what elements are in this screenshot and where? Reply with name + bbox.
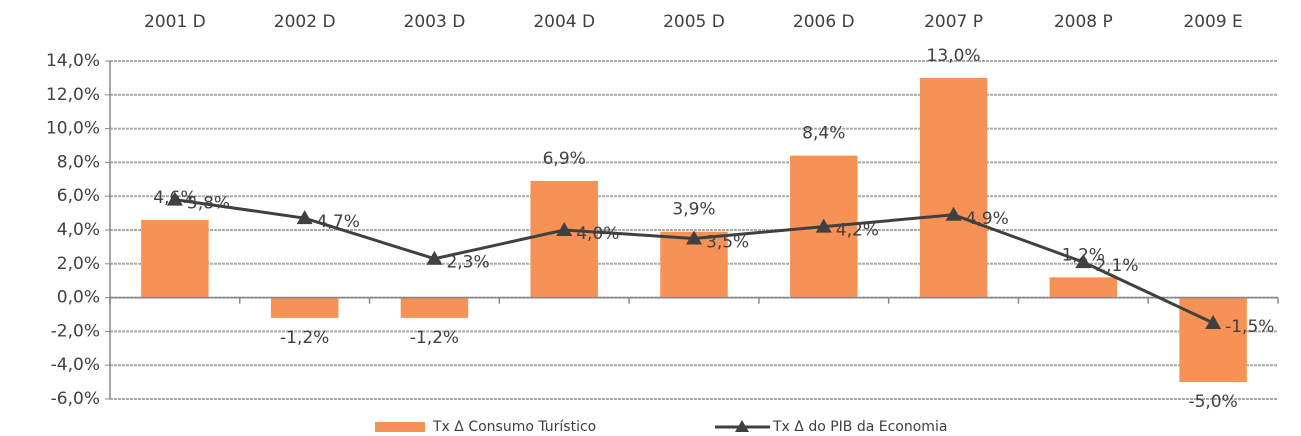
x-tick-label: 2007 P: [924, 12, 983, 32]
y-tick-label: 14,0%: [46, 51, 100, 71]
x-tick-label: 2009 E: [1183, 12, 1242, 32]
bar: [270, 297, 339, 318]
legend-label: Tx Δ do PIB da Economia: [772, 419, 947, 435]
line-value-label: 2,1%: [1095, 256, 1138, 276]
bar-value-label: 6,9%: [543, 149, 586, 169]
line-value-label: 4,7%: [317, 212, 360, 232]
marker: [945, 206, 962, 221]
bar: [530, 180, 598, 298]
marker: [426, 250, 443, 265]
marker: [556, 222, 573, 236]
bar-value-label: -5,0%: [1188, 392, 1237, 412]
line-value-label: 3,5%: [706, 232, 749, 252]
marker: [1205, 314, 1222, 329]
line-value-label: 4,2%: [836, 221, 879, 241]
legend-marker: [735, 420, 749, 432]
marker: [296, 210, 313, 225]
x-tick-label: 2002 D: [274, 12, 336, 32]
line-value-label: 4,9%: [966, 209, 1009, 229]
bar: [919, 77, 988, 298]
y-tick-label: 10,0%: [46, 119, 100, 139]
x-tick-label: 2003 D: [404, 12, 466, 32]
x-tick-label: 2001 D: [144, 12, 206, 32]
bar-value-label: 3,9%: [672, 200, 715, 220]
legend-swatch: [375, 422, 425, 432]
bar-value-label: 8,4%: [802, 124, 845, 144]
y-tick-label: 4,0%: [57, 220, 100, 240]
bar: [400, 297, 469, 318]
x-tick-label: 2004 D: [533, 12, 595, 32]
marker: [815, 218, 832, 233]
legend-label: Tx Δ Consumo Turístico: [432, 419, 596, 435]
line-value-label: 4,0%: [576, 224, 619, 244]
marker: [1075, 254, 1092, 269]
marker: [686, 230, 702, 245]
bar: [141, 219, 209, 298]
y-tick-label: -2,0%: [51, 321, 100, 341]
y-tick-label: 12,0%: [46, 85, 100, 105]
y-tick-label: -6,0%: [51, 389, 100, 409]
y-tick-label: -4,0%: [51, 355, 100, 375]
line-value-label: -1,5%: [1225, 317, 1274, 337]
y-tick-label: 2,0%: [57, 254, 100, 274]
bar-value-label: 13,0%: [927, 46, 981, 66]
x-tick-label: 2008 P: [1054, 12, 1113, 32]
bar: [1049, 277, 1118, 298]
line-value-label: 5,8%: [187, 194, 230, 214]
x-tick-label: 2006 D: [793, 12, 855, 32]
y-tick-label: 6,0%: [57, 186, 100, 206]
bar-value-label: -1,2%: [410, 328, 459, 348]
y-tick-label: 8,0%: [57, 152, 100, 172]
line-value-label: 2,3%: [446, 253, 489, 273]
marker: [166, 191, 183, 206]
bar-value-label: -1,2%: [280, 328, 329, 348]
x-tick-label: 2005 D: [663, 12, 725, 32]
y-tick-label: 0,0%: [57, 288, 100, 308]
